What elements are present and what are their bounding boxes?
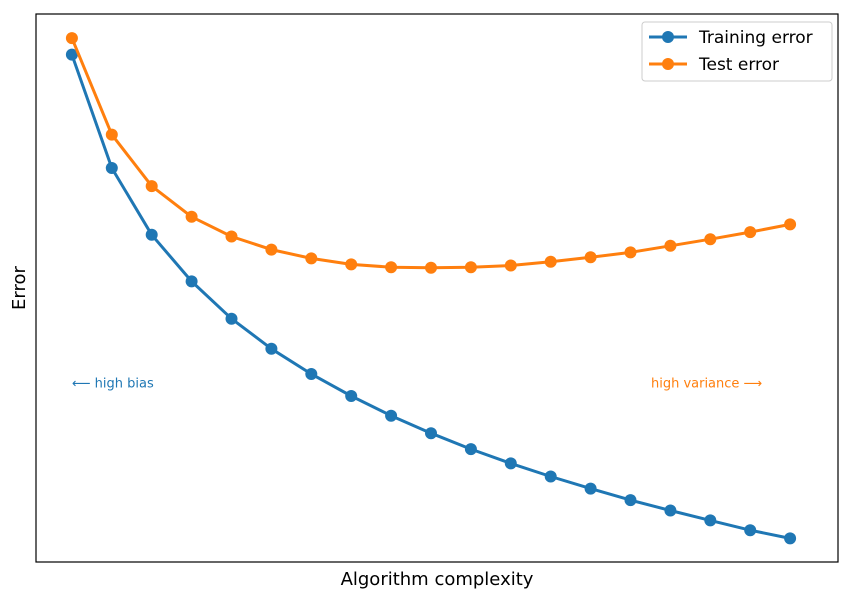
training-error-point: [624, 494, 637, 507]
test-error-point: [704, 233, 717, 246]
training-error-point: [345, 390, 358, 402]
test-error-point: [225, 230, 238, 243]
training-error-point: [145, 228, 158, 241]
training-error-series: [65, 48, 797, 545]
test-error-point: [345, 258, 358, 271]
y-axis-label: Error: [9, 265, 30, 309]
test-error-point: [425, 261, 437, 274]
test-error-point: [664, 239, 677, 252]
test-error-point: [784, 218, 797, 231]
training-error-line: [70, 54, 791, 540]
test-error-point: [65, 32, 78, 45]
training-error-point: [265, 342, 278, 355]
legend-box: [641, 21, 833, 82]
training-error-point: [65, 48, 78, 61]
training-error-point: [105, 162, 118, 174]
training-error-point: [544, 470, 557, 483]
legend: Training error Test error: [641, 21, 833, 82]
training-error-point: [504, 457, 517, 470]
test-error-point: [584, 251, 597, 264]
high-bias-annotation: ⟵ high bias: [72, 377, 154, 392]
legend-items: Training error Test error: [649, 28, 813, 75]
test-error-point: [385, 261, 398, 274]
training-error-point: [584, 482, 597, 495]
test-error-point: [544, 255, 557, 268]
test-error-point: [105, 128, 118, 141]
test-error-point: [504, 259, 517, 272]
test-error-point: [185, 210, 198, 223]
test-error-point: [145, 180, 158, 193]
test-error-point: [265, 243, 278, 256]
training-error-point: [225, 312, 238, 325]
training-error-point: [704, 514, 717, 527]
training-error-point: [385, 409, 398, 422]
annotation-layer: ⟵ high bias high variance ⟶: [72, 377, 762, 392]
high-variance-annotation: high variance ⟶: [651, 377, 762, 392]
training-error-point: [664, 504, 677, 517]
training-error-point: [185, 275, 198, 288]
test-error-point: [744, 226, 757, 239]
legend-item-training-error: Training error: [649, 28, 813, 48]
legend-label: Test error: [698, 55, 779, 75]
legend-swatch-marker: [662, 58, 674, 70]
x-axis-label: Algorithm complexity: [341, 569, 534, 590]
training-error-point: [425, 427, 437, 440]
training-error-point: [305, 368, 318, 380]
test-error-point: [464, 261, 477, 274]
training-error-point: [744, 524, 757, 537]
legend-label: Training error: [698, 28, 813, 48]
test-error-series: [65, 32, 797, 274]
test-error-point: [624, 246, 637, 259]
training-error-point: [784, 532, 797, 545]
test-error-point: [305, 252, 318, 265]
plot-frame: [35, 13, 839, 563]
legend-swatch-marker: [662, 31, 674, 43]
training-error-point: [464, 443, 477, 456]
series-layer: [65, 32, 797, 545]
legend-item-test-error: Test error: [649, 55, 779, 75]
